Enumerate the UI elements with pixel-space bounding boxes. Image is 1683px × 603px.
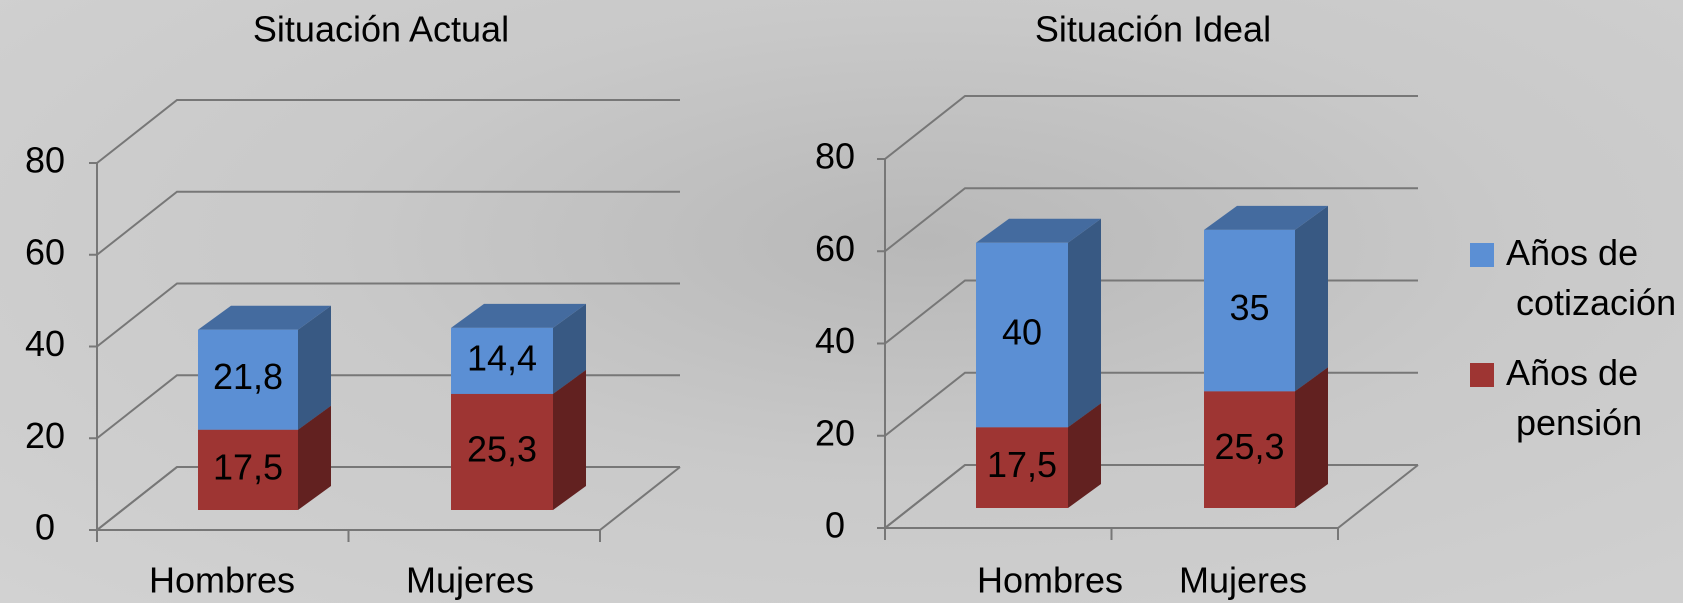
grid-line bbox=[96, 99, 680, 164]
bar-front bbox=[451, 393, 553, 510]
bar-top bbox=[1204, 205, 1328, 230]
x-tick-label: Mujeres bbox=[1179, 560, 1307, 601]
grid-line bbox=[884, 187, 1418, 253]
x-tick-label: Hombres bbox=[149, 560, 295, 601]
bar-side bbox=[1295, 205, 1328, 392]
bar-side bbox=[298, 405, 331, 510]
data-label: 17,5 bbox=[213, 446, 283, 487]
y-tick-label: 20 bbox=[815, 412, 855, 453]
bar-front bbox=[976, 242, 1068, 428]
y-tick-label: 40 bbox=[25, 323, 65, 364]
grid-line bbox=[884, 95, 1418, 160]
legend-swatch bbox=[1470, 243, 1494, 267]
y-tick-label: 0 bbox=[825, 505, 845, 546]
back-axis bbox=[96, 163, 681, 531]
bar-front bbox=[1204, 229, 1295, 392]
back-axis bbox=[884, 159, 1419, 529]
bar-front bbox=[198, 329, 298, 430]
y-tick-label: 0 bbox=[35, 507, 55, 548]
y-tick-label: 80 bbox=[25, 140, 65, 181]
bar-segment bbox=[976, 218, 1101, 428]
y-tick-label: 20 bbox=[25, 415, 65, 456]
data-label: 17,5 bbox=[987, 444, 1057, 485]
legend-label: Años de cotización bbox=[1506, 232, 1676, 323]
x-tick-label: Hombres bbox=[977, 560, 1123, 601]
bar-front bbox=[976, 427, 1068, 508]
bar-side bbox=[1295, 367, 1328, 508]
bar-side bbox=[553, 369, 586, 510]
legend-label: Años de pensión bbox=[1506, 352, 1642, 443]
bar-side bbox=[553, 303, 586, 394]
bar-top bbox=[198, 305, 331, 330]
data-label: 14,4 bbox=[467, 337, 537, 378]
data-label: 40 bbox=[1002, 312, 1042, 353]
grid-line bbox=[96, 374, 680, 440]
bar-side bbox=[298, 305, 331, 430]
y-tick-label: 60 bbox=[25, 231, 65, 272]
y-tick-label: 60 bbox=[815, 228, 855, 269]
bar-top bbox=[451, 303, 586, 328]
bar-segment bbox=[1204, 205, 1328, 392]
bar-front bbox=[451, 327, 553, 394]
chart-title: Situación Actual bbox=[253, 9, 509, 50]
grid-line bbox=[96, 282, 680, 348]
grid-line bbox=[884, 279, 1418, 345]
bar-side bbox=[1068, 218, 1101, 428]
bar-segment bbox=[198, 305, 331, 430]
y-tick-label: 80 bbox=[815, 136, 855, 177]
bar-front bbox=[1204, 391, 1295, 508]
legend-swatch bbox=[1470, 363, 1494, 387]
data-label: 35 bbox=[1229, 287, 1269, 328]
y-tick-label: 40 bbox=[815, 320, 855, 361]
x-tick-label: Mujeres bbox=[406, 560, 534, 601]
chart-title: Situación Ideal bbox=[1035, 9, 1271, 50]
bar-top bbox=[976, 218, 1101, 243]
grid-line bbox=[96, 466, 680, 531]
bar-front bbox=[198, 429, 298, 510]
data-label: 25,3 bbox=[1214, 426, 1284, 467]
data-label: 25,3 bbox=[467, 428, 537, 469]
bar-segment bbox=[451, 303, 586, 394]
bar-side bbox=[1068, 403, 1101, 508]
grid-line bbox=[884, 371, 1418, 437]
grid-line bbox=[96, 190, 680, 256]
data-label: 21,8 bbox=[213, 356, 283, 397]
grid-line bbox=[884, 464, 1418, 529]
